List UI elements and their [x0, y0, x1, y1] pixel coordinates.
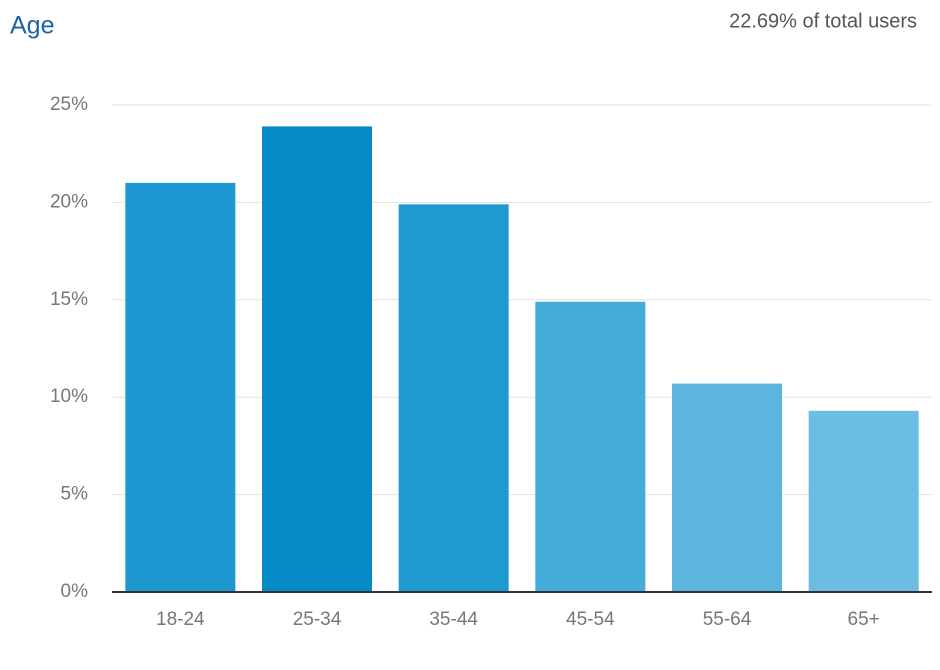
x-tick-label: 45-54: [566, 609, 615, 630]
chart-subtitle: 22.69% of total users: [729, 10, 917, 32]
bar: [808, 410, 919, 592]
x-tick-label: 35-44: [429, 609, 478, 630]
y-tick-label: 15%: [50, 289, 88, 310]
bar: [535, 301, 646, 592]
chart-title: Age: [10, 12, 54, 40]
bar: [125, 182, 236, 593]
x-tick-label: 25-34: [293, 609, 342, 630]
bar: [672, 383, 782, 592]
x-tick-label: 18-24: [156, 609, 205, 630]
y-tick-label: 25%: [50, 94, 88, 115]
y-tick-label: 10%: [50, 386, 88, 407]
x-tick-label: 65+: [848, 609, 880, 630]
x-tick-label: 55-64: [703, 609, 752, 630]
y-tick-label: 20%: [50, 191, 88, 212]
y-tick-label: 5%: [61, 484, 89, 505]
bar: [398, 204, 509, 592]
y-tick-label: 0%: [61, 581, 89, 602]
bar: [262, 126, 372, 592]
